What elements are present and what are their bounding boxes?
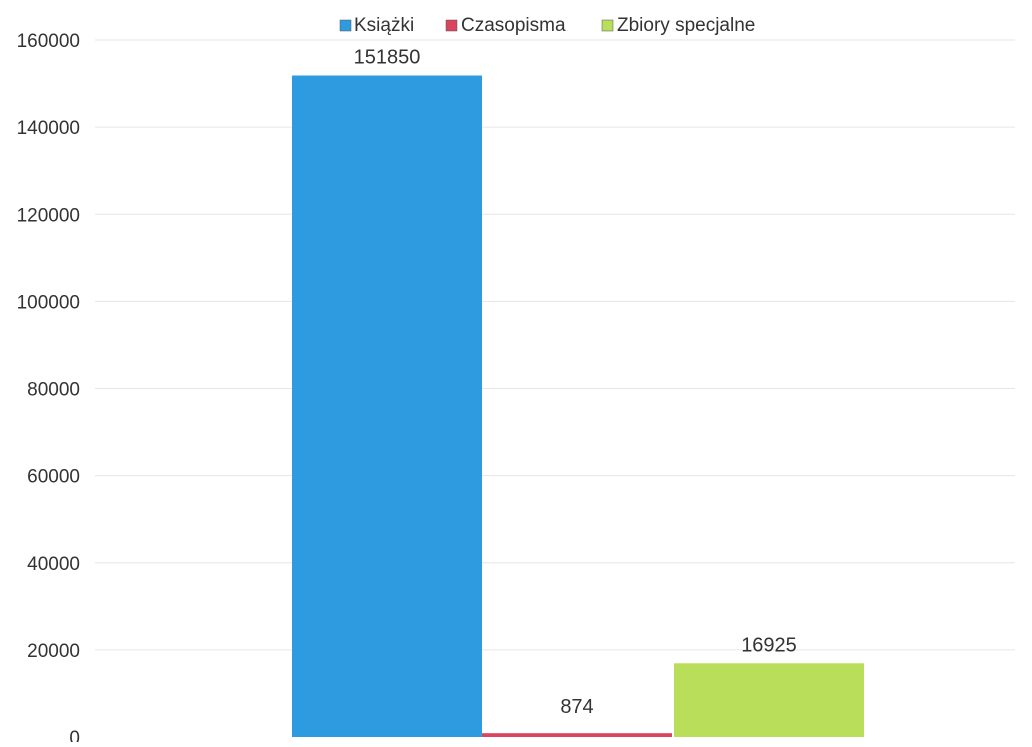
bar-zbiory-specjalne	[674, 663, 864, 737]
legend-label: Książki	[354, 15, 414, 36]
legend-label: Czasopisma	[461, 15, 566, 36]
data-label: 874	[560, 696, 593, 718]
data-label: 151850	[354, 47, 421, 69]
y-tick-label: 20000	[27, 641, 80, 662]
legend: Książki Czasopisma Zbiory specjalne	[339, 15, 755, 36]
legend-swatch	[445, 19, 458, 32]
y-tick-label: 40000	[27, 554, 80, 575]
y-tick-label: 160000	[17, 31, 80, 52]
data-label: 16925	[741, 634, 797, 656]
y-tick-label: 0	[69, 728, 80, 742]
y-tick-label: 100000	[17, 292, 80, 313]
bar-książki	[292, 75, 482, 738]
y-tick-label: 140000	[17, 118, 80, 139]
bars	[292, 75, 864, 738]
legend-label: Zbiory specjalne	[617, 15, 755, 36]
legend-swatch	[601, 19, 614, 32]
y-tick-label: 80000	[27, 380, 80, 401]
y-tick-label: 60000	[27, 467, 80, 488]
data-labels: 151850 874 16925	[354, 47, 797, 719]
bar-czasopisma	[482, 733, 672, 737]
y-tick-label: 120000	[17, 205, 80, 226]
legend-swatch	[339, 19, 352, 32]
y-axis-ticks: 0 20000 40000 60000 80000 100000 120000 140000 1…	[17, 31, 80, 747]
gridlines	[95, 39, 1015, 651]
